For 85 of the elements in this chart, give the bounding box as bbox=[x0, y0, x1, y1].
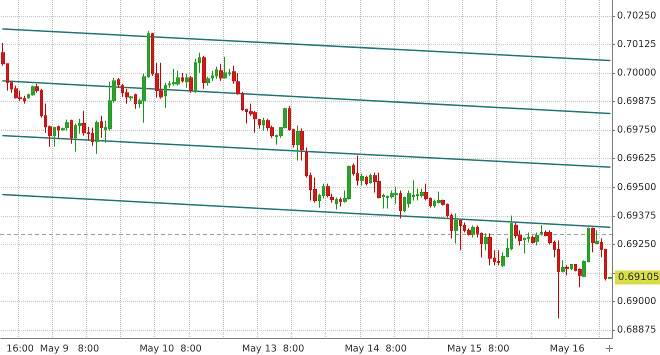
candlestick bbox=[125, 88, 129, 104]
candlestick bbox=[578, 268, 582, 288]
candlestick bbox=[14, 85, 18, 100]
candlestick bbox=[70, 119, 73, 144]
y-tick-label: 0.70000 bbox=[617, 68, 656, 79]
x-tick-label: May 10 bbox=[139, 344, 174, 354]
x-tick-label: 8:00 bbox=[488, 344, 510, 354]
candlestick bbox=[420, 188, 424, 198]
x-tick-label: May 14 bbox=[344, 344, 380, 354]
candlestick bbox=[557, 240, 560, 319]
candlestick bbox=[369, 173, 372, 184]
candlestick bbox=[565, 264, 569, 276]
candlestick bbox=[561, 260, 565, 273]
x-tick-label: 8:00 bbox=[282, 344, 304, 354]
y-tick-label: 0.69625 bbox=[617, 153, 656, 164]
candlestick bbox=[313, 176, 317, 204]
candlestick bbox=[181, 72, 184, 84]
candlestick bbox=[215, 66, 218, 80]
x-tick-label: May 13 bbox=[242, 344, 277, 354]
candlestick bbox=[531, 234, 535, 244]
candlestick bbox=[223, 56, 227, 80]
x-tick-label: May 15 bbox=[447, 344, 482, 354]
x-tick-label: 8:00 bbox=[386, 344, 407, 354]
candlestick bbox=[129, 95, 133, 102]
candlestick bbox=[206, 76, 210, 86]
y-tick-label: 0.69875 bbox=[617, 96, 656, 108]
candlestick bbox=[382, 193, 385, 210]
candlestick bbox=[570, 264, 573, 271]
candlestick bbox=[134, 93, 137, 110]
y-tick-label: 0.69000 bbox=[617, 296, 656, 307]
y-tick-label: 0.69500 bbox=[617, 182, 656, 193]
text: 0.69105 bbox=[618, 272, 660, 283]
candlestick bbox=[595, 230, 599, 245]
candlestick bbox=[172, 68, 176, 86]
candlestick bbox=[535, 232, 539, 246]
y-tick-label: 0.69375 bbox=[617, 210, 656, 222]
candlestick bbox=[82, 110, 86, 136]
candlestick bbox=[211, 70, 214, 82]
candlestick bbox=[399, 190, 402, 220]
candlestick bbox=[31, 85, 35, 96]
candlestick bbox=[202, 55, 206, 90]
x-tick-label: May 9 bbox=[40, 344, 69, 354]
candlestick bbox=[326, 183, 330, 198]
candlestick bbox=[540, 224, 543, 236]
x-tick-label: 8:00 bbox=[78, 344, 100, 354]
candlestick bbox=[335, 197, 338, 210]
candlestick bbox=[65, 119, 69, 132]
candlestick bbox=[365, 175, 368, 186]
x-tick-label: 8:00 bbox=[180, 344, 202, 354]
candlestick bbox=[57, 125, 60, 140]
candlestick bbox=[185, 73, 189, 88]
candlestick bbox=[91, 127, 94, 146]
candlestick bbox=[394, 186, 398, 204]
candlestick bbox=[360, 173, 364, 186]
x-tick-label: May 16 bbox=[550, 344, 584, 354]
y-tick-label: 0.69250 bbox=[617, 238, 656, 250]
candlestick bbox=[497, 250, 500, 266]
candlestick bbox=[471, 224, 475, 238]
y-tick-label: 0.69750 bbox=[617, 124, 656, 136]
candlestick bbox=[339, 197, 342, 207]
x-tick-label: 16:00 bbox=[6, 344, 34, 354]
candlestick bbox=[377, 172, 381, 199]
candlestick bbox=[296, 125, 300, 162]
candlestick bbox=[53, 126, 56, 148]
candlestick bbox=[189, 75, 193, 94]
candlestick bbox=[459, 220, 462, 251]
candlestick bbox=[437, 191, 441, 204]
candlestick bbox=[117, 77, 120, 88]
candlestick bbox=[484, 232, 488, 251]
candlestick bbox=[347, 165, 351, 200]
candlestick bbox=[300, 128, 304, 162]
candlestick bbox=[488, 232, 492, 266]
candlestick bbox=[356, 155, 359, 186]
candlestick bbox=[262, 117, 265, 132]
candlestick bbox=[95, 120, 99, 154]
candlestick bbox=[176, 70, 180, 86]
candlestick bbox=[454, 213, 458, 244]
y-tick-label: 0.70250 bbox=[617, 10, 656, 22]
candlestick bbox=[591, 226, 595, 253]
y-tick-label: 0.68875 bbox=[617, 324, 656, 336]
candlestick bbox=[159, 62, 163, 100]
y-tick-label: 0.70125 bbox=[617, 39, 656, 50]
candlestick bbox=[219, 63, 223, 82]
candlestick bbox=[100, 115, 103, 138]
candlestick bbox=[164, 82, 167, 108]
